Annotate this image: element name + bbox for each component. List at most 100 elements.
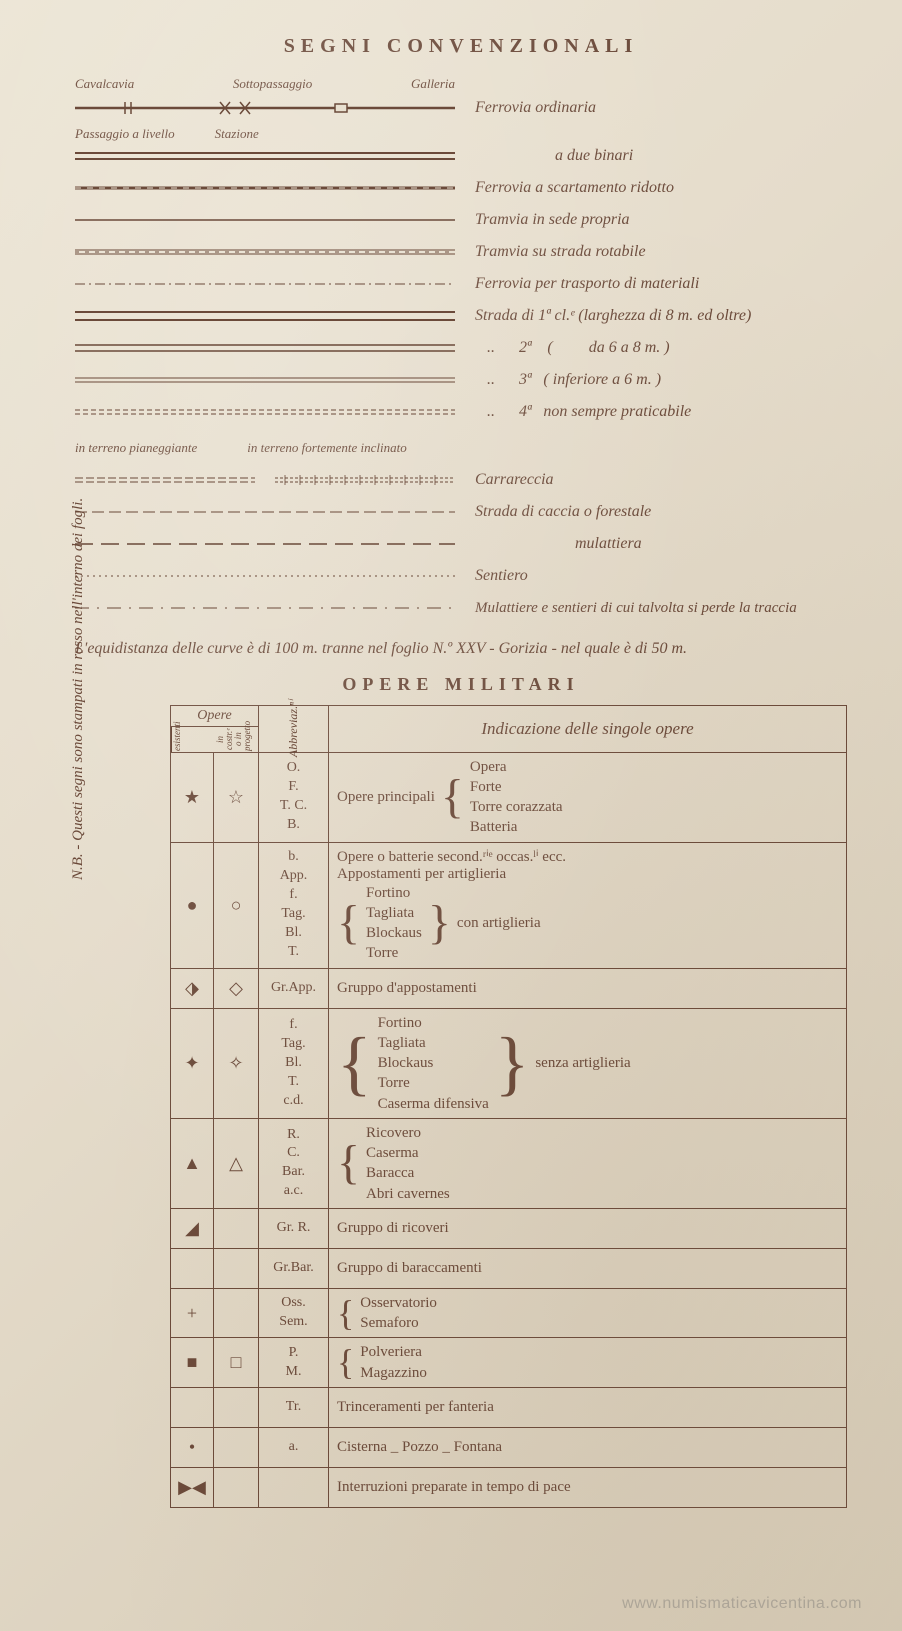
sentiero-label: Sentiero: [455, 567, 528, 585]
opere-row-7: Tr.Trinceramenti per fanteria: [170, 1388, 847, 1428]
opere-row-extra: Gr.Bar.Gruppo di baraccamenti: [170, 1249, 847, 1289]
sym-exist: ⬗: [170, 969, 214, 1008]
terrain-label-row: in terreno pianeggiante in terreno forte…: [75, 434, 847, 462]
opere-header-row: Opere esistenti in costr.ᵉ o in progetto…: [170, 705, 847, 753]
abbr-cell: a.: [258, 1428, 328, 1467]
label-cavalcavia: Cavalcavia: [75, 76, 134, 92]
abbr-cell: Gr. R.: [258, 1209, 328, 1248]
rail-double-symbol: [75, 146, 455, 166]
terrain-flat-label: in terreno pianeggiante: [75, 440, 197, 456]
label-stazione: Stazione: [215, 126, 259, 142]
legend-mulattiera: mulattiera: [75, 530, 847, 558]
rail-double-label: a due binari: [455, 147, 633, 165]
legend-sentiero: Sentiero: [75, 562, 847, 590]
rail-main-label: Ferrovia ordinaria: [455, 99, 596, 117]
opere-row-0: ★☆O.F.T. C.B.Opere principali{OperaForte…: [170, 753, 847, 843]
lost-label: Mulattiere e sentieri di cui talvolta si…: [455, 599, 797, 617]
sym-exist: [170, 1388, 214, 1427]
desc-cell: Opere o batterie second.ʳⁱᵉ occas.ˡⁱ ecc…: [328, 843, 847, 968]
legend-carrareccia: Carrareccia: [75, 466, 847, 494]
desc-cell: {PolverieraMagazzino: [328, 1338, 847, 1387]
desc-cell: Interruzioni preparate in tempo di pace: [328, 1468, 847, 1507]
road3-symbol: [75, 370, 455, 390]
legend-tram-own: Tramvia in sede propria: [75, 206, 847, 234]
opere-row-5: +Oss.Sem.{OsservatorioSemaforo: [170, 1289, 847, 1339]
abbr-cell: [258, 1468, 328, 1507]
rail-main-symbol: [75, 98, 455, 118]
sym-exist: ✦: [170, 1009, 214, 1118]
opere-row-3: ✦✧f.Tag.Bl.T.c.d.{FortinoTagliataBlockau…: [170, 1009, 847, 1119]
road1-symbol: [75, 306, 455, 326]
sym-exist: •: [170, 1428, 214, 1467]
sym-exist: ●: [170, 843, 214, 968]
sym-exist: ▶◀: [170, 1468, 214, 1507]
desc-cell: Cisterna _ Pozzo _ Fontana: [328, 1428, 847, 1467]
carrareccia-symbol: [75, 470, 455, 490]
label-galleria: Galleria: [411, 76, 455, 92]
header-esistenti: esistenti: [171, 727, 215, 752]
tram-road-label: Tramvia su strada rotabile: [455, 243, 646, 261]
desc-cell: Opere principali{OperaForteTorre corazza…: [328, 753, 847, 842]
sym-exist: ■: [170, 1338, 214, 1387]
opere-row-1: ●○b.App.f.Tag.Bl.T.Opere o batterie seco…: [170, 843, 847, 969]
road4-label: .. 4ª non sempre praticabile: [455, 403, 691, 421]
sym-proj: ☆: [214, 753, 258, 842]
road2-label: .. 2ª ( da 6 a 8 m. ): [455, 339, 670, 357]
terrain-steep-label: in terreno fortemente inclinato: [247, 440, 406, 456]
sym-exist: [170, 1249, 214, 1288]
sym-proj: ○: [214, 843, 258, 968]
opere-row-extra: ◢Gr. R.Gruppo di ricoveri: [170, 1209, 847, 1249]
sym-proj: □: [214, 1338, 258, 1387]
header-incostr: in costr.ᵉ o in progetto: [215, 727, 258, 752]
legend-caccia: Strada di caccia o forestale: [75, 498, 847, 526]
label-passaggio: Passaggio a livello: [75, 126, 175, 142]
sym-proj: △: [214, 1119, 258, 1208]
sym-exist: ★: [170, 753, 214, 842]
sym-proj: [214, 1249, 258, 1288]
road4-symbol: [75, 402, 455, 422]
opere-row-2: ⬗◇Gr.App.Gruppo d'appostamenti: [170, 969, 847, 1009]
sentiero-symbol: [75, 566, 455, 586]
sym-proj: [214, 1388, 258, 1427]
abbr-cell: Oss.Sem.: [258, 1289, 328, 1338]
label-sottopassaggio: Sottopassaggio: [233, 76, 312, 92]
desc-cell: Gruppo di ricoveri: [328, 1209, 847, 1248]
abbr-cell: b.App.f.Tag.Bl.T.: [258, 843, 328, 968]
desc-cell: {OsservatorioSemaforo: [328, 1289, 847, 1338]
opere-row-8: • a.Cisterna _ Pozzo _ Fontana: [170, 1428, 847, 1468]
desc-cell: Trinceramenti per fanteria: [328, 1388, 847, 1427]
rail-material-symbol: [75, 274, 455, 294]
abbr-cell: Tr.: [258, 1388, 328, 1427]
sym-proj: [214, 1428, 258, 1467]
road2-symbol: [75, 338, 455, 358]
legend-tram-road: Tramvia su strada rotabile: [75, 238, 847, 266]
road1-label: Strada di 1ª cl.ᵉ (larghezza di 8 m. ed …: [455, 307, 751, 325]
legend-road1: Strada di 1ª cl.ᵉ (larghezza di 8 m. ed …: [75, 302, 847, 330]
legend-rail-main: Ferrovia ordinaria: [75, 94, 847, 122]
rail-narrow-label: Ferrovia a scartamento ridotto: [455, 179, 674, 197]
sym-proj: ◇: [214, 969, 258, 1008]
tram-own-symbol: [75, 210, 455, 230]
caccia-symbol: [75, 502, 455, 522]
page: SEGNI CONVENZIONALI Cavalcavia Sottopass…: [0, 0, 902, 1631]
mulattiera-label: mulattiera: [455, 535, 642, 553]
sym-exist: ▲: [170, 1119, 214, 1208]
tram-own-label: Tramvia in sede propria: [455, 211, 630, 229]
abbr-cell: f.Tag.Bl.T.c.d.: [258, 1009, 328, 1118]
opere-row-4: ▲△R.C.Bar.a.c.{RicoveroCasermaBaraccaAbr…: [170, 1119, 847, 1209]
opere-row-9: ▶◀ Interruzioni preparate in tempo di pac…: [170, 1468, 847, 1508]
header-abbrev: Abbreviaz.ⁿⁱ: [286, 700, 301, 757]
lost-symbol: [75, 598, 455, 618]
sym-proj: ✧: [214, 1009, 258, 1118]
legend-road2: .. 2ª ( da 6 a 8 m. ): [75, 334, 847, 362]
legend-rail-double: a due binari: [75, 142, 847, 170]
mulattiera-symbol: [75, 534, 455, 554]
desc-cell: Gruppo di baraccamenti: [328, 1249, 847, 1288]
desc-cell: Gruppo d'appostamenti: [328, 969, 847, 1008]
main-title: SEGNI CONVENZIONALI: [75, 35, 847, 58]
legend-lost: Mulattiere e sentieri di cui talvolta si…: [75, 594, 847, 622]
caccia-label: Strada di caccia o forestale: [455, 503, 651, 521]
sym-proj: [214, 1289, 258, 1338]
sym-proj: [214, 1468, 258, 1507]
desc-cell: {FortinoTagliataBlockausTorreCaserma dif…: [328, 1009, 847, 1118]
